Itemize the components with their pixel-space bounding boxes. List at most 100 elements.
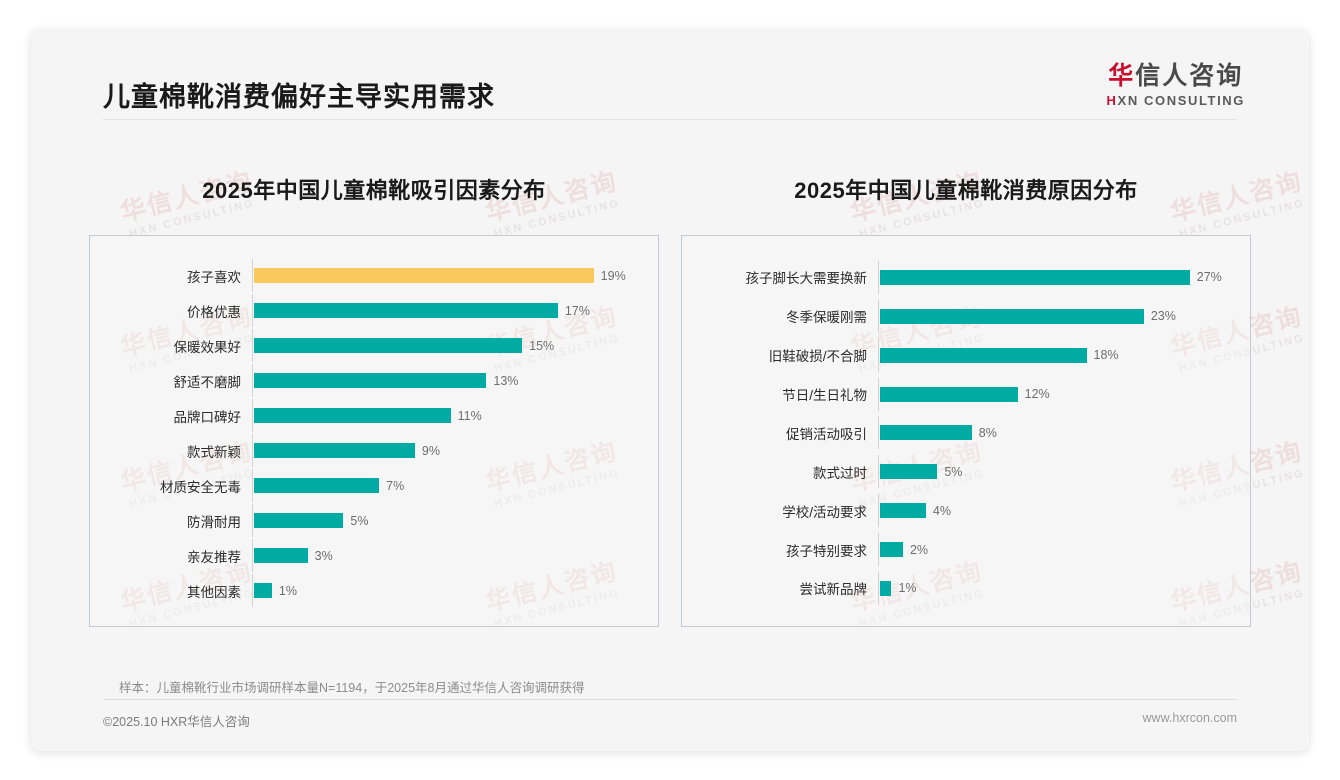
chart-panel: 孩子脚长大需要换新 27% 冬季保暖刚需 23% 旧鞋破损/不合脚 18% 节日/生日礼物 1…: [681, 235, 1251, 627]
bar-track: 1%: [878, 571, 1232, 605]
bar-track: 5%: [252, 504, 640, 537]
bar-fill: [880, 580, 892, 596]
bar-track: 8%: [878, 416, 1232, 450]
bar-track: 5%: [878, 455, 1232, 489]
bar-row: 亲友推荐 3%: [100, 539, 640, 572]
header-divider: [103, 119, 1237, 120]
bar-category-label: 学校/活动要求: [782, 504, 867, 520]
bar-fill: [880, 464, 938, 480]
bar-track: 11%: [252, 399, 640, 432]
bar-fill: [254, 443, 415, 458]
bar-category-label: 舒适不磨脚: [173, 374, 242, 390]
bar-category-label: 款式过时: [813, 465, 867, 481]
bar-category-label: 尝试新品牌: [799, 582, 868, 598]
bar-value-label: 4%: [932, 503, 951, 518]
charts-row: 2025年中国儿童棉靴吸引因素分布 孩子喜欢 19% 价格优惠 17% 保暖效果好 15%…: [31, 147, 1309, 627]
bar-track: 1%: [252, 574, 640, 607]
bar-value-label: 23%: [1150, 309, 1176, 324]
bar-row: 学校/活动要求 4%: [692, 494, 1232, 528]
brand-logo-en-rest: XN CONSULTING: [1117, 92, 1245, 108]
bar-row: 节日/生日礼物 12%: [692, 377, 1232, 411]
bar-value-label: 17%: [564, 303, 590, 318]
bar-value-label: 13%: [493, 373, 519, 388]
bar-fill: [254, 268, 594, 283]
bar-fill: [254, 583, 272, 598]
bar-row: 品牌口碑好 11%: [100, 399, 640, 432]
bar-track: 18%: [878, 338, 1232, 372]
bar-category-label: 防滑耐用: [187, 514, 241, 530]
bar-category-label: 品牌口碑好: [173, 409, 242, 425]
bar-value-label: 5%: [944, 464, 963, 479]
bar-row: 冬季保暖刚需 23%: [692, 299, 1232, 333]
bar-value-label: 1%: [898, 581, 917, 596]
chart-panel: 孩子喜欢 19% 价格优惠 17% 保暖效果好 15% 舒适不磨脚 13% 品牌口碑好 11% 款式…: [89, 235, 659, 627]
bar-fill: [880, 347, 1087, 363]
bar-fill: [880, 542, 903, 558]
brand-logo-cn-rest: 信人咨询: [1135, 62, 1244, 90]
bar-track: 4%: [878, 494, 1232, 528]
bar-category-label: 孩子喜欢: [187, 269, 241, 285]
bar-row: 保暖效果好 15%: [100, 329, 640, 362]
bar-track: 2%: [878, 533, 1232, 567]
sample-note: 样本：儿童棉靴行业市场调研样本量N=1194，于2025年8月通过华信人咨询调研…: [119, 681, 585, 695]
copyright-text: ©2025.10 HXR华信人咨询: [103, 715, 250, 729]
footer-divider: [103, 699, 1237, 700]
bar-category-label: 其他因素: [187, 584, 241, 600]
bar-category-label: 保暖效果好: [173, 339, 242, 355]
website-url: www.hxrcon.com: [1142, 711, 1237, 725]
bar-row: 促销活动吸引 8%: [692, 416, 1232, 450]
page-title: 儿童棉靴消费偏好主导实用需求: [103, 82, 495, 112]
bar-row: 其他因素 1%: [100, 574, 640, 607]
bar-value-label: 27%: [1196, 270, 1222, 285]
bar-category-label: 款式新颖: [187, 444, 241, 460]
chart-block-attraction-factors: 2025年中国儿童棉靴吸引因素分布 孩子喜欢 19% 价格优惠 17% 保暖效果好 15%…: [89, 147, 659, 627]
bar-value-label: 3%: [314, 548, 333, 563]
bar-fill: [254, 478, 380, 493]
bar-value-label: 7%: [386, 478, 405, 493]
bar-fill: [254, 373, 487, 388]
bar-row: 材质安全无毒 7%: [100, 469, 640, 502]
brand-logo-en-red: H: [1106, 92, 1118, 108]
brand-logo: 华信人咨询 HXN CONSULTING: [1107, 62, 1245, 108]
bar-category-label: 冬季保暖刚需: [786, 310, 867, 326]
bar-category-label: 促销活动吸引: [786, 426, 867, 442]
bar-value-label: 9%: [421, 443, 440, 458]
bar-fill: [880, 386, 1018, 402]
bar-value-label: 15%: [529, 338, 555, 353]
bar-track: 12%: [878, 377, 1232, 411]
bar-fill: [880, 269, 1190, 285]
bar-row: 防滑耐用 5%: [100, 504, 640, 537]
bar-track: 3%: [252, 539, 640, 572]
bar-value-label: 19%: [600, 268, 626, 283]
bar-category-label: 材质安全无毒: [160, 479, 241, 495]
bar-row: 价格优惠 17%: [100, 294, 640, 327]
slide-header: 儿童棉靴消费偏好主导实用需求: [31, 29, 1309, 120]
bar-category-label: 节日/生日礼物: [782, 388, 867, 404]
bar-category-label: 孩子特别要求: [786, 543, 867, 559]
bar-row: 孩子特别要求 2%: [692, 533, 1232, 567]
bar-value-label: 18%: [1093, 348, 1119, 363]
bar-row: 孩子喜欢 19%: [100, 259, 640, 292]
chart-title: 2025年中国儿童棉靴吸引因素分布: [202, 178, 546, 203]
bar-track: 19%: [252, 259, 640, 292]
bar-track: 7%: [252, 469, 640, 502]
bar-row: 舒适不磨脚 13%: [100, 364, 640, 397]
bar-value-label: 12%: [1024, 387, 1050, 402]
bar-value-label: 8%: [978, 425, 997, 440]
bar-fill: [880, 503, 926, 519]
bar-value-label: 5%: [350, 513, 369, 528]
bar-category-label: 旧鞋破损/不合脚: [768, 349, 867, 365]
bar-fill: [880, 425, 972, 441]
bar-row: 尝试新品牌 1%: [692, 571, 1232, 605]
slide-card: 华信人咨询 HXN CONSULTING 华信人咨询 HXN CONSULTING 华信…: [31, 29, 1309, 751]
bar-value-label: 1%: [278, 583, 297, 598]
bar-fill: [254, 513, 344, 528]
brand-logo-cn-red: 华: [1108, 62, 1136, 90]
bar-value-label: 2%: [909, 542, 929, 557]
bar-track: 23%: [878, 299, 1232, 333]
bar-row: 款式新颖 9%: [100, 434, 640, 467]
chart-block-purchase-reasons: 2025年中国儿童棉靴消费原因分布 孩子脚长大需要换新 27% 冬季保暖刚需 23% 旧…: [681, 147, 1251, 627]
bar-track: 15%: [252, 329, 640, 362]
bar-category-label: 价格优惠: [187, 304, 241, 320]
bar-track: 9%: [252, 434, 640, 467]
